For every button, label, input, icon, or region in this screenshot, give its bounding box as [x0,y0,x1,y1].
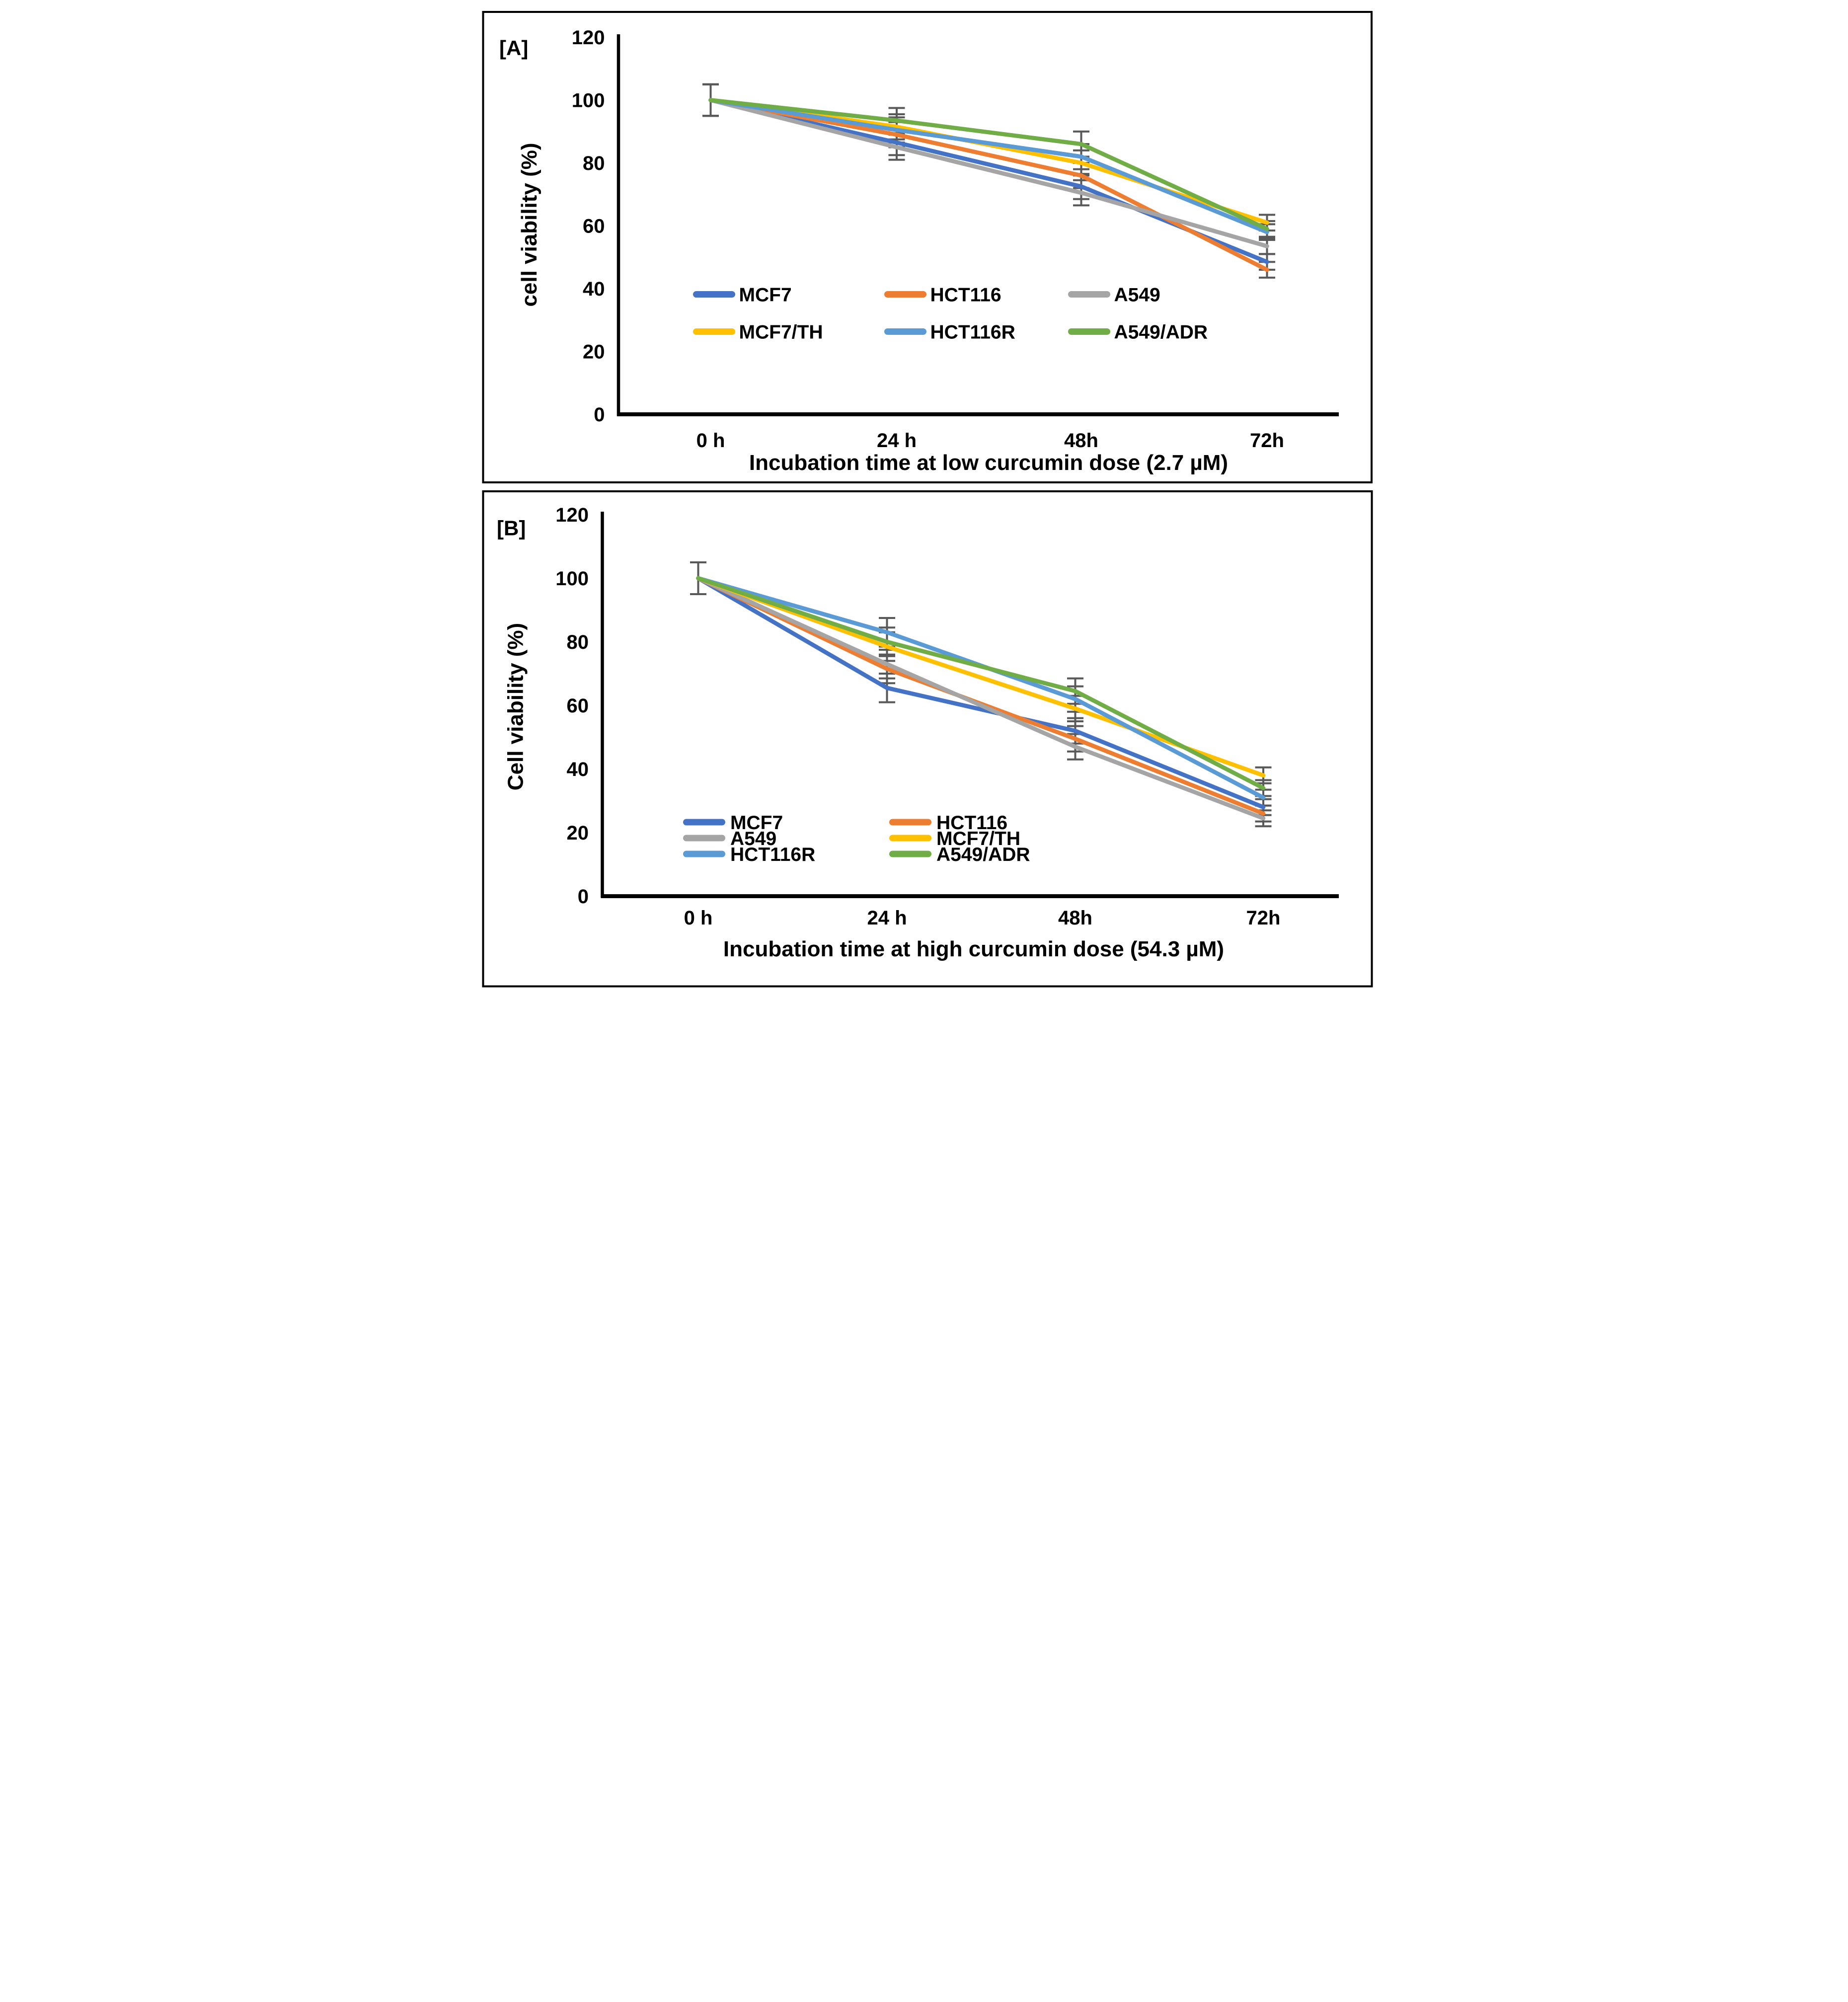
panel-a: [A] 120 100 80 60 40 20 0 cell viability… [482,11,1373,483]
legend-label: A549/ADR [1114,322,1208,343]
series-lines-layer [696,576,1266,821]
x-tick-label: 0 h [684,907,713,929]
legend-item: MCF7 [693,285,792,306]
legend-swatch [889,835,931,842]
y-tick-label: 80 [567,631,589,653]
y-tick-label: 40 [583,278,605,300]
legend-swatch [1068,291,1110,298]
legend-item: MCF7 [683,812,783,834]
x-tick-label: 24 h [867,907,907,929]
x-tick-label: 48h [1064,430,1098,452]
panel-a-border [482,11,1373,483]
legend-swatch [1068,328,1110,335]
legend-swatch [693,291,735,298]
series-line-A549 [708,98,1269,248]
legend-swatch [693,328,735,335]
series-line-MCF7 [708,98,1269,264]
x-tick-label: 24 h [877,430,917,452]
y-tick-label: 100 [572,90,605,112]
panel-a-label: [A] [499,36,528,60]
y-tick-label: 100 [555,568,589,590]
x-axis-title: Incubation time at high curcumin dose (5… [723,937,1224,961]
legend-label: A549 [1114,285,1160,306]
legend-item: MCF7/TH [889,828,1020,849]
y-tick-label: 20 [583,341,605,363]
series-line-MCF7 [696,576,1266,810]
x-tick-label: 48h [1058,907,1092,929]
figure-container: [A] 120 100 80 60 40 20 0 cell viability… [462,0,1386,1001]
series-line-HCT116 [696,576,1266,816]
legend-swatch [683,850,725,857]
legend-label: MCF7/TH [739,322,823,343]
y-tick-label: 40 [567,759,589,780]
legend-item: HCT116 [889,812,1007,834]
legend-label: HCT116 [936,812,1007,834]
legend-swatch [683,835,725,842]
legend-label: MCF7 [739,285,792,306]
cell-viability-figure: [A] 120 100 80 60 40 20 0 cell viability… [462,0,1386,1001]
series-line-A549/ADR [708,98,1269,231]
y-tick-label: 120 [572,27,605,49]
y-tick-label: 0 [578,886,589,908]
legend-label: MCF7 [730,812,783,834]
series-line-A549/ADR [696,576,1266,790]
legend-item: MCF7/TH [693,322,823,343]
legend-swatch [884,328,926,335]
y-tick-label: 60 [583,216,605,237]
legend-swatch [889,819,931,826]
legend-item: HCT116R [683,844,815,865]
legend-swatch [683,819,725,826]
y-axis-title: cell viability (%) [517,143,541,307]
series-line-A549 [696,576,1266,821]
y-tick-label: 60 [567,695,589,717]
legend-label: A549 [730,828,776,849]
series-lines-layer [708,98,1269,272]
y-tick-label: 20 [567,822,589,844]
x-tick-label: 72h [1250,430,1284,452]
legend-label: MCF7/TH [936,828,1020,849]
legend-item: A549/ADR [889,844,1030,865]
series-line-MCF7/TH [696,576,1266,778]
y-tick-label: 0 [594,404,605,426]
series-line-HCT116 [708,98,1269,272]
y-tick-label: 120 [555,504,589,526]
legend-swatch [889,850,931,857]
x-axis-title: Incubation time at low curcumin dose (2.… [749,451,1228,475]
legend-item: A549/ADR [1068,322,1208,343]
legend-label: HCT116R [730,844,815,865]
y-axis-title: Cell viability (%) [504,623,528,790]
legend-item: HCT116 [884,285,1001,306]
panel-b-border [482,490,1373,988]
x-tick-label: 72h [1246,907,1281,929]
legend-swatch [884,291,926,298]
panel-b-label: [B] [497,517,526,540]
series-line-HCT116R [708,98,1269,234]
legend-label: HCT116 [930,285,1001,306]
legend-item: HCT116R [884,322,1015,343]
y-tick-label: 80 [583,153,605,174]
legend-item: A549 [1068,285,1160,306]
panel-b: [B] 120 100 80 60 40 20 0 Cell viability… [482,490,1373,988]
legend-item: A549 [683,828,776,849]
legend-label: HCT116R [930,322,1015,343]
x-tick-label: 0 h [696,430,725,452]
legend-label: A549/ADR [936,844,1030,865]
